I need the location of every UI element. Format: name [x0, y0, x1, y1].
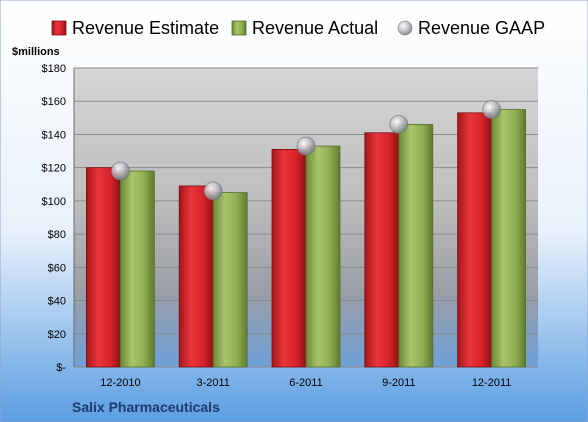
gaap-markers — [111, 100, 501, 201]
bar-revenue-actual — [398, 124, 434, 368]
legend-swatch — [51, 20, 67, 36]
bar-revenue-estimate — [364, 132, 400, 368]
bar-revenue-actual — [212, 192, 248, 368]
unit-label: $millions — [12, 46, 60, 58]
bar-marks — [86, 109, 527, 368]
bar-revenue-actual — [120, 170, 155, 368]
y-tick-label: $80 — [48, 229, 66, 241]
bar-revenue-actual — [491, 109, 527, 368]
legend-swatch — [231, 20, 247, 36]
marker-revenue-gaap — [389, 115, 409, 134]
legend-swatch-gaap — [397, 20, 413, 36]
y-tick-label: $40 — [48, 296, 66, 308]
marker-revenue-gaap — [482, 100, 501, 119]
bar-revenue-estimate — [271, 148, 307, 368]
y-tick-label: $60 — [48, 262, 66, 274]
x-tick-label: 12-2010 — [100, 377, 140, 389]
bar-revenue-estimate — [86, 167, 121, 368]
x-tick-label: 12-2011 — [472, 377, 512, 389]
y-tick-label: $- — [56, 362, 66, 374]
bar-revenue-estimate — [178, 185, 214, 368]
legend: Revenue Estimate Revenue Actual Revenue GA… — [51, 18, 545, 38]
y-tick-label: $180 — [42, 63, 66, 75]
marker-revenue-gaap — [296, 136, 316, 156]
company-name: Salix Pharmaceuticals — [72, 399, 220, 415]
x-tick-label: 6-2011 — [289, 377, 322, 389]
legend-label: Revenue Actual — [252, 18, 378, 38]
x-axis: 12-2010 3-2011 6-2011 9-2011 12-2011 — [100, 377, 511, 389]
marker-revenue-gaap — [203, 181, 223, 201]
y-tick-label: $100 — [42, 196, 66, 208]
y-tick-label: $120 — [42, 163, 66, 175]
marker-revenue-gaap — [111, 161, 130, 181]
y-axis: $- $20 $40 $60 $80 $100 $120 $140 $160 $180 — [42, 63, 75, 374]
x-tick-label: 3-2011 — [196, 377, 229, 389]
y-tick-label: $140 — [42, 129, 66, 141]
legend-label: Revenue Estimate — [72, 18, 219, 38]
bar-revenue-estimate — [457, 112, 493, 368]
bar-revenue-actual — [305, 145, 341, 368]
y-tick-label: $20 — [48, 329, 66, 341]
y-tick-label: $160 — [42, 96, 66, 108]
legend-label: Revenue GAAP — [418, 18, 545, 38]
x-tick-label: 9-2011 — [382, 377, 415, 389]
